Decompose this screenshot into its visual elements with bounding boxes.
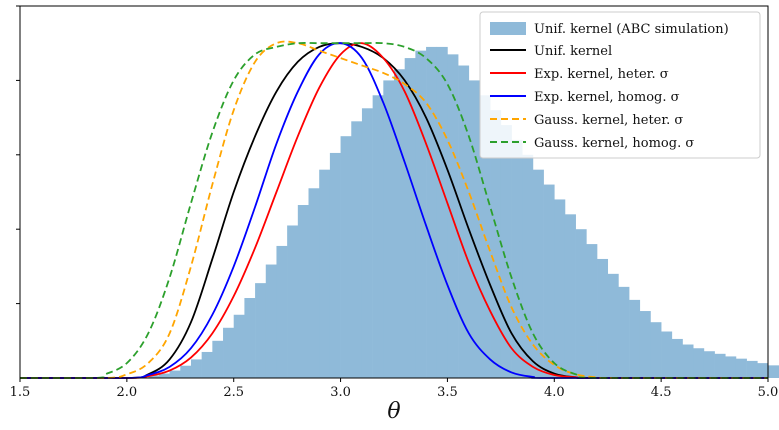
histogram-bar: [469, 80, 480, 378]
histogram-bar: [554, 199, 565, 378]
legend-label-unif-kernel: Unif. kernel: [534, 44, 612, 59]
histogram-bar: [586, 244, 597, 378]
histogram-bar: [266, 265, 277, 378]
x-tick-label: 3.0: [330, 385, 351, 400]
x-tick-label: 3.5: [437, 385, 458, 400]
legend-label-gauss-homog: Gauss. kernel, homog. σ: [534, 136, 694, 151]
legend-label-exp-heter: Exp. kernel, heter. σ: [534, 67, 669, 82]
x-tick-label: 2.0: [117, 385, 138, 400]
histogram-bar: [255, 283, 266, 378]
histogram-bar: [757, 363, 768, 378]
histogram-bar: [330, 153, 341, 378]
histogram-bar: [276, 246, 287, 378]
histogram-bar: [244, 298, 255, 378]
histogram-bar: [341, 136, 352, 378]
histogram-bar: [768, 365, 779, 378]
legend-swatch-histogram: [490, 22, 526, 35]
histogram-bar: [747, 361, 758, 378]
histogram-bar: [661, 332, 672, 379]
histogram-bar: [405, 58, 416, 378]
histogram-bar: [650, 322, 661, 378]
histogram-bar: [212, 341, 223, 378]
histogram-bar: [191, 359, 202, 378]
x-tick-label: 4.0: [544, 385, 565, 400]
histogram-bar: [362, 108, 373, 378]
histogram-bar: [522, 155, 533, 378]
histogram-bar: [629, 300, 640, 378]
histogram-bar: [715, 354, 726, 378]
histogram-bar: [426, 47, 437, 378]
legend: Unif. kernel (ABC simulation) Unif. kern…: [480, 12, 760, 158]
histogram-bar: [565, 214, 576, 378]
histogram-bar: [309, 188, 320, 378]
x-tick-label: 1.5: [10, 385, 31, 400]
x-tick-label: 4.5: [651, 385, 672, 400]
legend-label-histogram: Unif. kernel (ABC simulation): [534, 22, 729, 37]
histogram-bar: [640, 311, 651, 378]
x-tick-label: 5.0: [758, 385, 779, 400]
histogram-bar: [693, 348, 704, 378]
histogram-bar: [736, 359, 747, 378]
legend-label-gauss-heter: Gauss. kernel, heter. σ: [534, 113, 683, 128]
histogram-bar: [618, 287, 629, 378]
x-tick-label: 2.5: [223, 385, 244, 400]
histogram-bar: [704, 351, 715, 378]
histogram-bar: [608, 274, 619, 378]
histogram-bar: [394, 69, 405, 378]
histogram-bar: [725, 356, 736, 378]
histogram-bar: [672, 339, 683, 378]
x-axis-label: θ: [387, 399, 400, 424]
histogram-bar: [597, 259, 608, 378]
histogram-bar: [683, 345, 694, 378]
histogram-bar: [319, 170, 330, 378]
histogram-bar: [202, 352, 213, 378]
histogram-bar: [234, 315, 245, 378]
histogram-bar: [576, 229, 587, 378]
histogram-bar: [287, 225, 298, 378]
histogram-bar: [437, 47, 448, 378]
histogram-bar: [373, 95, 384, 378]
histogram-bar: [223, 328, 234, 378]
histogram-bar: [298, 205, 309, 378]
histogram-bar: [544, 185, 555, 378]
histogram-bar: [180, 366, 191, 378]
histogram-bar: [351, 121, 362, 378]
histogram-bar: [170, 371, 181, 378]
legend-label-exp-homog: Exp. kernel, homog. σ: [534, 90, 680, 105]
